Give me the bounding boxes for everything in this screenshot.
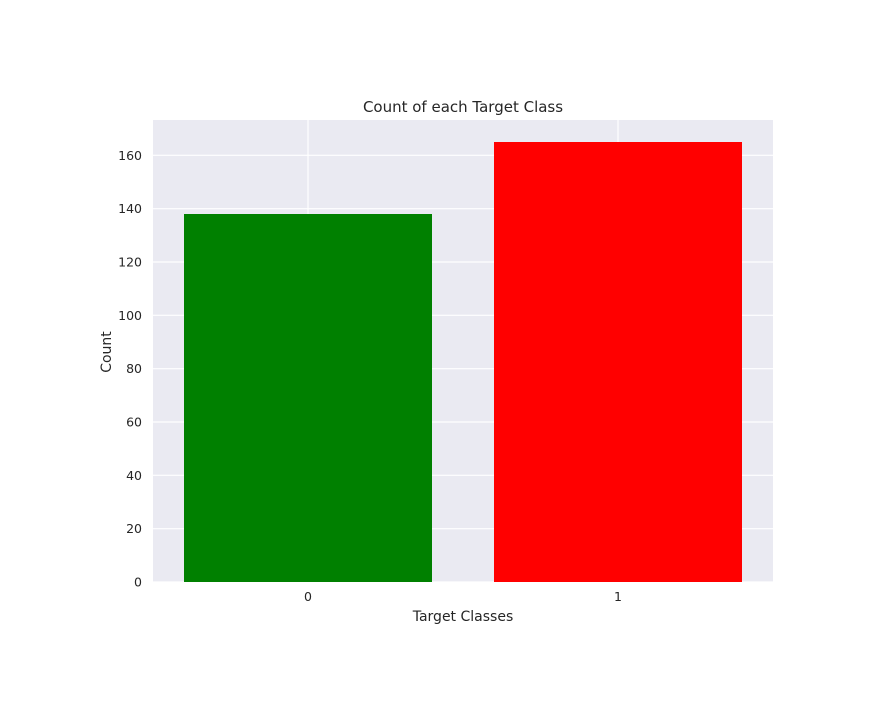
chart-title: Count of each Target Class [363, 98, 563, 116]
y-axis-ticks: 0 20 40 60 80 100 120 140 160 [118, 148, 142, 590]
y-tick-label: 120 [118, 255, 142, 270]
bar-0 [184, 214, 432, 582]
y-tick-label: 80 [126, 361, 142, 376]
y-tick-label: 0 [134, 575, 142, 590]
y-axis-label: Count [99, 331, 115, 373]
bars [184, 142, 742, 582]
x-tick-label: 0 [304, 589, 312, 604]
x-tick-label: 1 [614, 589, 622, 604]
y-tick-label: 40 [126, 468, 142, 483]
x-axis-label: Target Classes [412, 609, 514, 625]
y-tick-label: 140 [118, 201, 142, 216]
y-tick-label: 60 [126, 415, 142, 430]
bar-1 [494, 142, 742, 582]
y-tick-label: 160 [118, 148, 142, 163]
y-tick-label: 100 [118, 308, 142, 323]
y-tick-label: 20 [126, 521, 142, 536]
